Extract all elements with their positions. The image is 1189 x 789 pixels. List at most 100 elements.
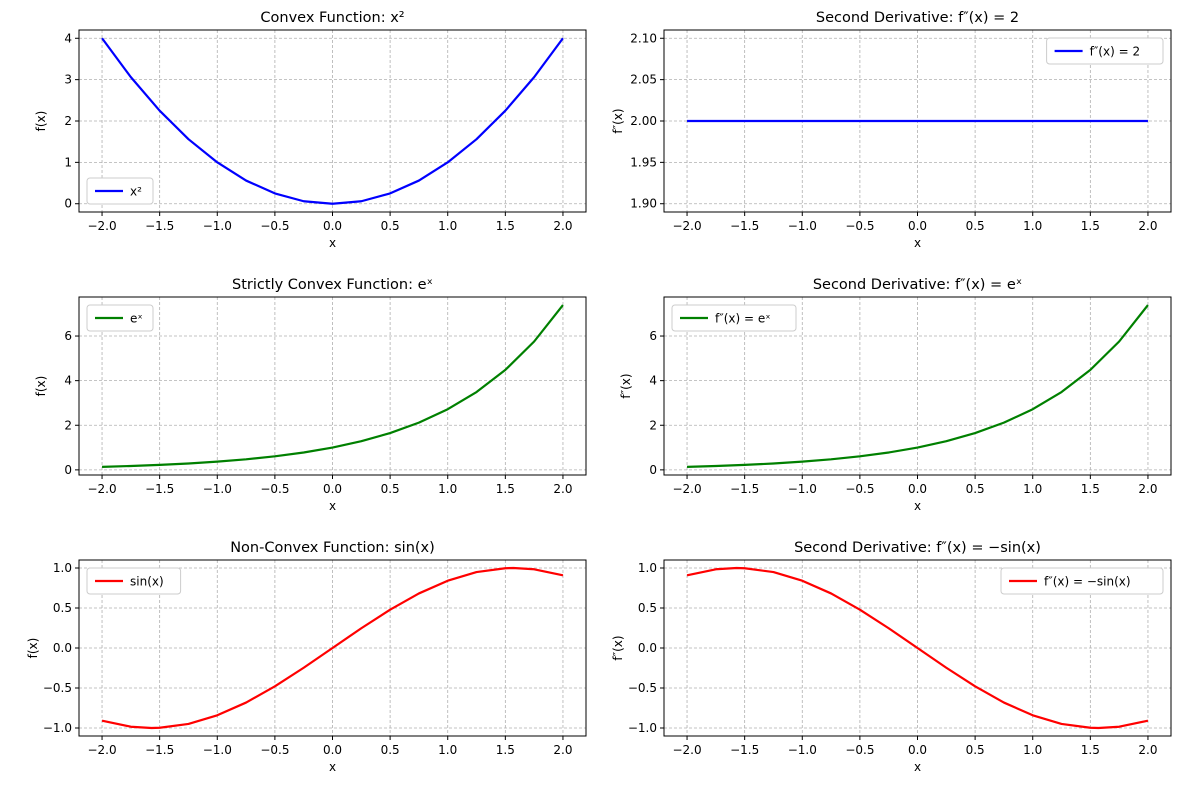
legend: sin(x) — [86, 567, 182, 595]
x-tick-label: −2.0 — [87, 743, 116, 757]
x-tick-label: 0.5 — [966, 743, 985, 757]
subplot-3: −2.0 −1.5 −1.0 −0.5 0.0 0.5 1.0 1.5 2.0 0 2 4 6 Stric… — [34, 277, 587, 513]
legend: eˣ — [86, 304, 154, 332]
y-axis-label: f″(x) — [619, 373, 633, 398]
y-tick-label: 1.0 — [53, 561, 72, 575]
x-axis-label: x — [329, 236, 336, 250]
y-axis-label: f″(x) — [611, 635, 625, 660]
x-tick-label: −1.0 — [788, 219, 817, 233]
x-axis-label: x — [329, 760, 336, 774]
x-tick-label: −1.5 — [145, 219, 174, 233]
x-axis-label: x — [329, 499, 336, 513]
x-tick-label: 2.0 — [1138, 482, 1157, 496]
x-tick-label: 1.5 — [496, 219, 515, 233]
x-tick-label: 0.5 — [381, 743, 400, 757]
subplot-5: −2.0 −1.5 −1.0 −0.5 0.0 0.5 1.0 1.5 2.0 −1.0 −0.5 0… — [26, 540, 587, 774]
series-line-1 — [686, 566, 1149, 730]
y-tick-label: 0.5 — [53, 601, 72, 615]
y-tick-label: −0.5 — [628, 681, 657, 695]
x-tick-label: −2.0 — [672, 219, 701, 233]
x-tick-label: 0.0 — [908, 219, 927, 233]
legend-box — [1046, 37, 1164, 65]
x-tick-label: 0.5 — [966, 482, 985, 496]
x-tick-label: −1.0 — [203, 219, 232, 233]
y-tick-label: 2.10 — [630, 31, 657, 45]
y-axis-label: f(x) — [34, 111, 48, 132]
x-tick-label: 1.5 — [1081, 482, 1100, 496]
y-tick-label: 4 — [649, 374, 657, 388]
subplot-6: −2.0 −1.5 −1.0 −0.5 0.0 0.5 1.0 1.5 2.0 −1.0 −0.5 0… — [611, 540, 1172, 774]
legend-label: f″(x) = −sin(x) — [1044, 575, 1131, 589]
y-tick-label: 0.5 — [638, 601, 657, 615]
x-tick-label: 0.5 — [381, 482, 400, 496]
x-tick-label: −0.5 — [260, 219, 289, 233]
legend-box — [86, 567, 182, 595]
x-axis-label: x — [914, 499, 921, 513]
x-tick-label: 2.0 — [553, 219, 572, 233]
x-axis-label: x — [914, 236, 921, 250]
legend-label: f″(x) = eˣ — [715, 312, 771, 326]
x-tick-label: 1.0 — [438, 219, 457, 233]
y-tick-label: −1.0 — [628, 721, 657, 735]
x-tick-label: −0.5 — [260, 743, 289, 757]
x-tick-label: 0.0 — [323, 482, 342, 496]
y-axis-label: f(x) — [34, 376, 48, 397]
x-tick-label: 2.0 — [553, 743, 572, 757]
x-tick-label: 1.0 — [438, 482, 457, 496]
x-tick-label: 1.0 — [438, 743, 457, 757]
y-tick-label: 2 — [64, 418, 72, 432]
y-tick-label: 0.0 — [638, 641, 657, 655]
x-tick-label: 1.5 — [496, 482, 515, 496]
x-tick-label: 0.0 — [908, 482, 927, 496]
x-tick-label: −2.0 — [87, 219, 116, 233]
legend-label: x² — [130, 185, 142, 199]
legend-box — [1000, 567, 1164, 595]
x-tick-label: −1.0 — [203, 743, 232, 757]
y-tick-label: 0 — [64, 463, 72, 477]
y-tick-label: 2.05 — [630, 73, 657, 87]
y-tick-label: 0 — [64, 197, 72, 211]
x-tick-label: −1.5 — [730, 743, 759, 757]
y-axis-label: f(x) — [26, 638, 40, 659]
x-tick-label: 1.0 — [1023, 219, 1042, 233]
x-tick-label: −0.5 — [845, 482, 874, 496]
legend: f″(x) = eˣ — [671, 304, 797, 332]
subplot-title: Convex Function: x² — [260, 10, 404, 26]
y-tick-label: 2.00 — [630, 114, 657, 128]
x-tick-label: 2.0 — [1138, 743, 1157, 757]
y-tick-label: 1.95 — [630, 155, 657, 169]
x-tick-label: 2.0 — [1138, 219, 1157, 233]
legend-label: f″(x) = 2 — [1090, 45, 1141, 59]
x-tick-label: −0.5 — [845, 743, 874, 757]
x-tick-label: 1.0 — [1023, 482, 1042, 496]
x-tick-label: 0.5 — [381, 219, 400, 233]
x-tick-label: −1.0 — [203, 482, 232, 496]
x-tick-label: −2.0 — [87, 482, 116, 496]
subplot-2: −2.0 −1.5 −1.0 −0.5 0.0 0.5 1.0 1.5 2.0 1.90 1.95 2… — [611, 10, 1172, 250]
subplot-title: Non-Convex Function: sin(x) — [230, 540, 435, 556]
x-tick-label: −0.5 — [260, 482, 289, 496]
x-tick-label: 1.5 — [496, 743, 515, 757]
series-line-1 — [102, 304, 564, 468]
y-tick-label: 2 — [64, 114, 72, 128]
y-tick-label: 3 — [64, 73, 72, 87]
x-tick-label: −1.5 — [145, 482, 174, 496]
x-tick-label: −0.5 — [845, 219, 874, 233]
legend-label: eˣ — [130, 312, 143, 326]
x-tick-label: 2.0 — [553, 482, 572, 496]
x-tick-label: 1.0 — [1023, 743, 1042, 757]
legend: f″(x) = −sin(x) — [1000, 567, 1164, 595]
x-tick-label: −1.5 — [730, 219, 759, 233]
x-tick-label: −1.0 — [788, 743, 817, 757]
subplot-title: Second Derivative: f″(x) = eˣ — [813, 277, 1022, 293]
legend: x² — [86, 177, 154, 205]
y-axis-label: f″(x) — [611, 108, 625, 133]
y-tick-label: 6 — [649, 329, 657, 343]
x-tick-label: −2.0 — [672, 482, 701, 496]
legend-label: sin(x) — [130, 575, 164, 589]
x-tick-label: 0.0 — [323, 743, 342, 757]
series-line-1 — [687, 304, 1149, 468]
y-tick-label: 1.90 — [630, 197, 657, 211]
x-tick-label: 1.5 — [1081, 219, 1100, 233]
